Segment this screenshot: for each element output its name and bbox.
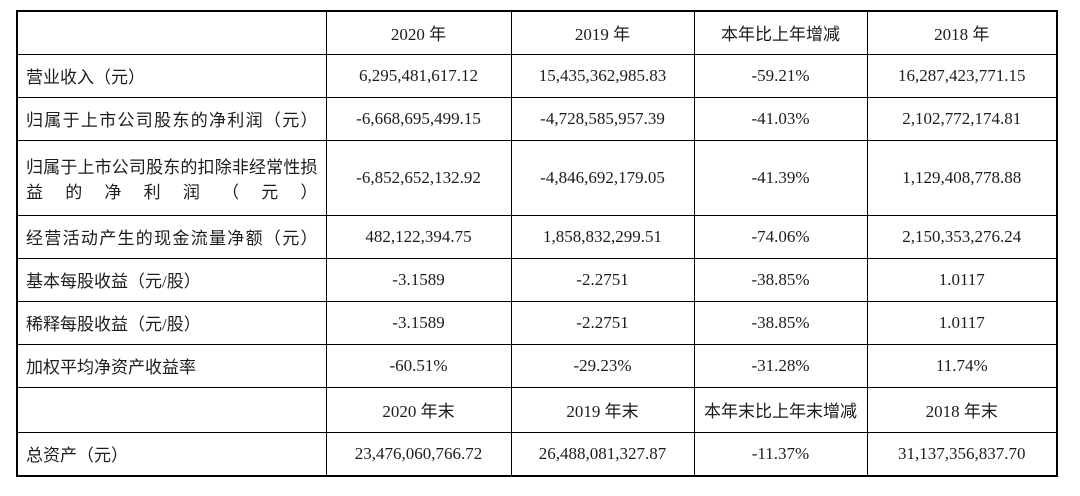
header-blank-2 bbox=[16, 386, 327, 433]
cell-value: -2.2751 bbox=[510, 257, 695, 302]
cell-value: 15,435,362,985.83 bbox=[510, 53, 695, 98]
row-label-operating-revenue: 营业收入（元） bbox=[16, 53, 327, 98]
header-yoy-change: 本年比上年增减 bbox=[693, 10, 868, 55]
financial-summary-table: 2020 年 2019 年 本年比上年增减 2018 年 营业收入（元） 6,2… bbox=[16, 10, 1058, 477]
row-label-weighted-avg-roe: 加权平均净资产收益率 bbox=[16, 343, 327, 388]
financial-summary-table-container: 2020 年 2019 年 本年比上年增减 2018 年 营业收入（元） 6,2… bbox=[16, 10, 1058, 477]
cell-value: -11.37% bbox=[693, 431, 868, 477]
cell-value: -3.1589 bbox=[325, 257, 512, 302]
row-label-diluted-eps: 稀释每股收益（元/股） bbox=[16, 300, 327, 345]
cell-value: -59.21% bbox=[693, 53, 868, 98]
row-diluted-eps: 稀释每股收益（元/股） -3.1589 -2.2751 -38.85% 1.01… bbox=[16, 300, 1058, 345]
header-row-annual: 2020 年 2019 年 本年比上年增减 2018 年 bbox=[16, 10, 1058, 55]
header-row-year-end: 2020 年末 2019 年末 本年末比上年末增减 2018 年末 bbox=[16, 386, 1058, 433]
header-year-end-change: 本年末比上年末增减 bbox=[693, 386, 868, 433]
row-operating-revenue: 营业收入（元） 6,295,481,617.12 15,435,362,985.… bbox=[16, 53, 1058, 98]
cell-value: -6,668,695,499.15 bbox=[325, 96, 512, 141]
row-label-operating-cash-flow: 经营活动产生的现金流量净额（元） bbox=[16, 214, 327, 259]
row-label-total-assets: 总资产（元） bbox=[16, 431, 327, 477]
cell-value: -6,852,652,132.92 bbox=[325, 139, 512, 216]
header-2019: 2019 年 bbox=[510, 10, 695, 55]
cell-value: -31.28% bbox=[693, 343, 868, 388]
cell-value: 2,102,772,174.81 bbox=[866, 96, 1058, 141]
header-2020: 2020 年 bbox=[325, 10, 512, 55]
cell-value: -74.06% bbox=[693, 214, 868, 259]
header-blank bbox=[16, 10, 327, 55]
cell-value: 1,129,408,778.88 bbox=[866, 139, 1058, 216]
cell-value: -2.2751 bbox=[510, 300, 695, 345]
row-label-net-profit: 归属于上市公司股东的净利润（元） bbox=[16, 96, 327, 141]
cell-value: 1.0117 bbox=[866, 300, 1058, 345]
cell-value: -3.1589 bbox=[325, 300, 512, 345]
cell-value: 26,488,081,327.87 bbox=[510, 431, 695, 477]
header-2018: 2018 年 bbox=[866, 10, 1058, 55]
row-total-assets: 总资产（元） 23,476,060,766.72 26,488,081,327.… bbox=[16, 431, 1058, 477]
header-2018-end: 2018 年末 bbox=[866, 386, 1058, 433]
cell-value: 1,858,832,299.51 bbox=[510, 214, 695, 259]
cell-value: -4,846,692,179.05 bbox=[510, 139, 695, 216]
cell-value: 11.74% bbox=[866, 343, 1058, 388]
header-2019-end: 2019 年末 bbox=[510, 386, 695, 433]
cell-value: -41.39% bbox=[693, 139, 868, 216]
cell-value: 16,287,423,771.15 bbox=[866, 53, 1058, 98]
cell-value: -41.03% bbox=[693, 96, 868, 141]
header-2020-end: 2020 年末 bbox=[325, 386, 512, 433]
row-net-profit-excl-nonrecurring: 归属于上市公司股东的扣除非经常性损益的净利润（元） -6,852,652,132… bbox=[16, 139, 1058, 216]
cell-value: 1.0117 bbox=[866, 257, 1058, 302]
cell-value: 482,122,394.75 bbox=[325, 214, 512, 259]
cell-value: -60.51% bbox=[325, 343, 512, 388]
row-label-basic-eps: 基本每股收益（元/股） bbox=[16, 257, 327, 302]
cell-value: -4,728,585,957.39 bbox=[510, 96, 695, 141]
cell-value: -38.85% bbox=[693, 257, 868, 302]
row-basic-eps: 基本每股收益（元/股） -3.1589 -2.2751 -38.85% 1.01… bbox=[16, 257, 1058, 302]
cell-value: 31,137,356,837.70 bbox=[866, 431, 1058, 477]
row-net-profit: 归属于上市公司股东的净利润（元） -6,668,695,499.15 -4,72… bbox=[16, 96, 1058, 141]
cell-value: 23,476,060,766.72 bbox=[325, 431, 512, 477]
cell-value: -29.23% bbox=[510, 343, 695, 388]
row-weighted-avg-roe: 加权平均净资产收益率 -60.51% -29.23% -31.28% 11.74… bbox=[16, 343, 1058, 388]
row-operating-cash-flow: 经营活动产生的现金流量净额（元） 482,122,394.75 1,858,83… bbox=[16, 214, 1058, 259]
cell-value: -38.85% bbox=[693, 300, 868, 345]
cell-value: 6,295,481,617.12 bbox=[325, 53, 512, 98]
cell-value: 2,150,353,276.24 bbox=[866, 214, 1058, 259]
row-label-net-profit-excl-nonrecurring: 归属于上市公司股东的扣除非经常性损益的净利润（元） bbox=[16, 139, 327, 216]
